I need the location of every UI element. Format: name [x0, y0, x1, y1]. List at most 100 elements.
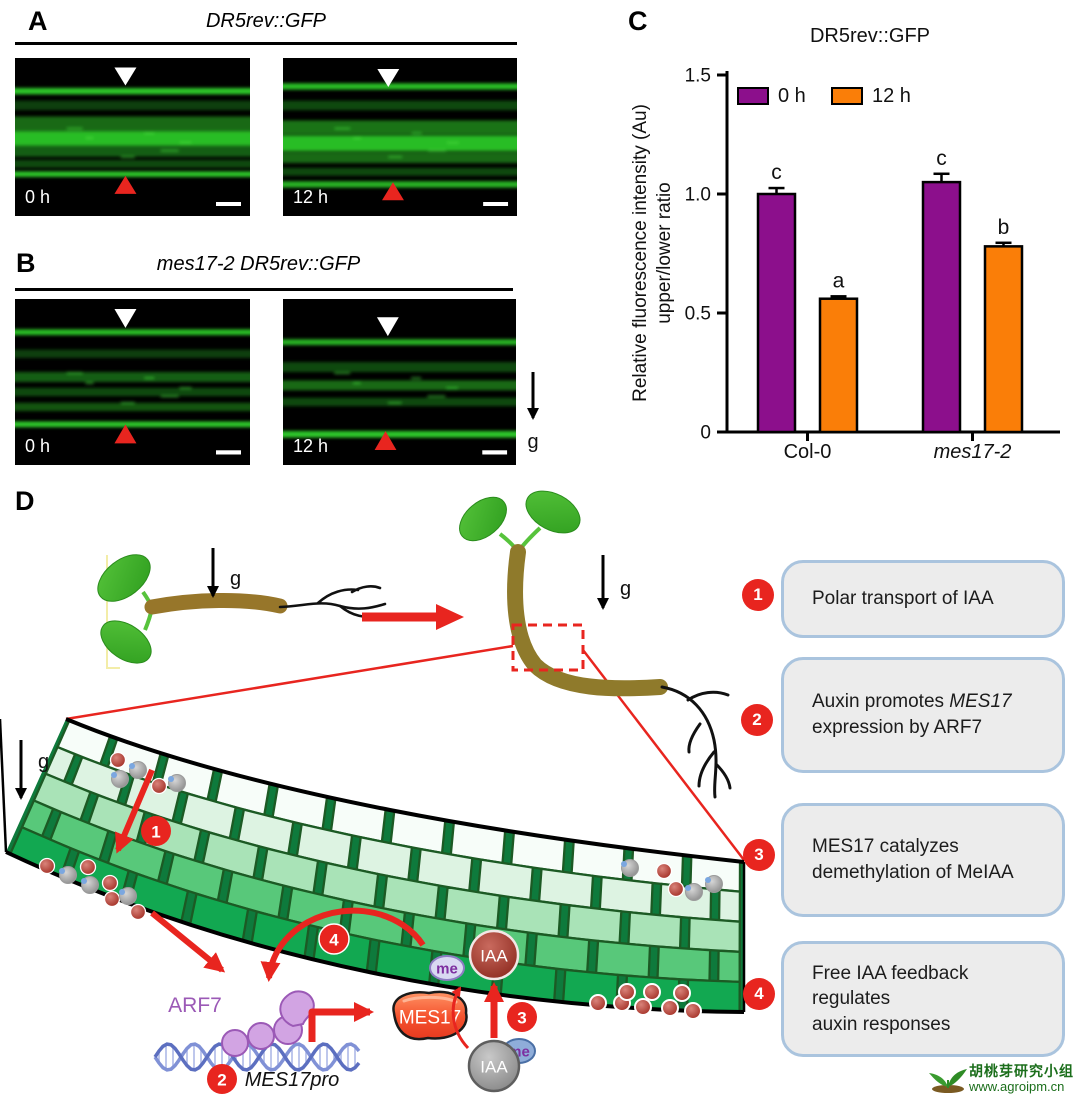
bar-Col-0-12 h	[818, 297, 859, 434]
fluorescence-image	[283, 58, 517, 216]
model-step-box-1: Polar transport of IAA	[781, 560, 1065, 638]
micrograph-b-12h: 12 h	[283, 299, 516, 465]
feedback-arc	[260, 907, 426, 982]
bar-mes17-2-12 h	[983, 245, 1024, 434]
lower-flank-arrowhead	[382, 182, 404, 201]
time-label: 12 h	[293, 436, 329, 456]
panel-c-letter: C	[628, 6, 648, 36]
micrograph-b-0h: 0 h	[15, 299, 250, 465]
root	[660, 685, 732, 799]
iaa-dot	[150, 777, 168, 795]
watermark: 胡桃芽研究小组 www.agroipm.cn	[927, 1058, 1074, 1094]
significance-letter: a	[833, 269, 845, 292]
iaa-dot	[661, 999, 679, 1017]
scale-bar	[216, 202, 241, 206]
scale-bar	[482, 450, 508, 455]
y-tick-label: 0	[700, 423, 711, 444]
iaa-dot	[79, 858, 97, 876]
y-tick-label: 1.0	[685, 185, 711, 206]
fluorescence-image	[15, 58, 250, 216]
iaa-dot	[673, 984, 691, 1002]
step-circle-number: 3	[754, 845, 764, 864]
step-2-badge: 2	[207, 1064, 237, 1094]
upper-flank-arrowhead	[114, 308, 137, 328]
time-label: 0 h	[25, 187, 51, 207]
time-label: 0 h	[25, 436, 51, 456]
step-circle-3: 3	[743, 839, 775, 871]
upper-flank-arrowhead	[376, 317, 399, 337]
legend-label: 0 h	[778, 85, 806, 107]
micrograph-a-12h: 12 h	[283, 58, 517, 216]
hypocotyl-cell-band	[0, 717, 746, 1014]
scale-bar	[483, 202, 509, 206]
lower-flank-arrowhead	[374, 431, 397, 451]
iaa-dot	[655, 862, 673, 880]
seedling-horizontal	[97, 554, 387, 669]
hypocotyl-cell	[594, 939, 652, 979]
iaa-dot	[589, 994, 607, 1012]
hypocotyl-cell	[627, 911, 683, 950]
legend-swatch	[737, 87, 769, 105]
hypocotyl-cell	[717, 949, 741, 984]
seedling-bent	[459, 490, 732, 799]
fluorescence-image	[283, 299, 516, 465]
model-step-box-2: Auxin promotes MES17 expression by ARF7	[781, 657, 1065, 773]
meiaa-dot	[81, 876, 99, 894]
iaa-dot	[109, 751, 127, 769]
zoom-region-box	[511, 623, 585, 672]
model-step-box-3: MES17 catalyzes demethylation of MeIAA	[781, 803, 1065, 917]
sprout-icon	[929, 1069, 967, 1093]
panel-d-letter: D	[15, 486, 35, 516]
iaa-label: IAA	[480, 947, 508, 966]
gravity-label: g	[38, 751, 49, 773]
gravity-label: g	[620, 578, 631, 600]
step-number: 1	[151, 823, 160, 842]
panel-b-rule	[15, 288, 513, 291]
step-1-badge: 1	[141, 816, 171, 846]
y-tick-label: 0.5	[685, 304, 711, 325]
watermark-url: www.agroipm.cn	[969, 1078, 1065, 1094]
step-4-badge: 4	[318, 923, 350, 955]
auxin-molecule-clusters	[38, 751, 723, 1020]
y-tick-label: 1.5	[685, 66, 711, 87]
gravity-arrow-panel-b: g	[527, 372, 539, 453]
hypocotyl	[144, 593, 288, 615]
gravity-label: g	[230, 568, 241, 590]
hypocotyl-bent	[507, 544, 668, 697]
legend-swatch	[831, 87, 863, 105]
auxin-signal-arrow	[150, 910, 226, 973]
iaa-dot	[618, 983, 636, 1001]
step-circle-1: 1	[742, 579, 774, 611]
iaa-dot	[103, 890, 121, 908]
transcription-arrow	[308, 1002, 374, 1042]
cotyledon	[100, 620, 152, 664]
iaa-dot	[38, 857, 56, 875]
y-axis-label-line2: upper/lower ratio	[654, 182, 675, 324]
iaa-dot	[667, 880, 685, 898]
step-circle-number: 4	[754, 984, 764, 1003]
iaa-dot	[634, 998, 652, 1016]
time-label: 12 h	[293, 187, 329, 207]
arf7-label: ARF7	[168, 994, 222, 1017]
panel-a-rule	[15, 42, 517, 45]
band-upper-edge	[65, 717, 745, 864]
model-step-box-4: Free IAA feedback regulates auxin respons…	[781, 941, 1065, 1057]
meiaa-dot	[119, 887, 137, 905]
fluorescence-image	[15, 299, 250, 465]
scale-bar	[216, 450, 241, 455]
demethylation-arrow	[451, 986, 470, 1050]
cotyledon	[97, 554, 151, 602]
iaa-dot	[101, 874, 119, 892]
step-circle-4: 4	[743, 978, 775, 1010]
meiaa-dot	[168, 774, 186, 792]
significance-letter: c	[936, 147, 947, 170]
arf7-protein	[221, 990, 315, 1057]
panel-b-letter: B	[16, 248, 36, 278]
lower-flank-arrowhead	[114, 175, 137, 194]
mes17-enzyme: MES17	[392, 990, 468, 1041]
step-3-badge: 3	[507, 1002, 537, 1032]
upper-flank-arrowhead	[114, 67, 137, 86]
meiaa-dot	[621, 859, 639, 877]
